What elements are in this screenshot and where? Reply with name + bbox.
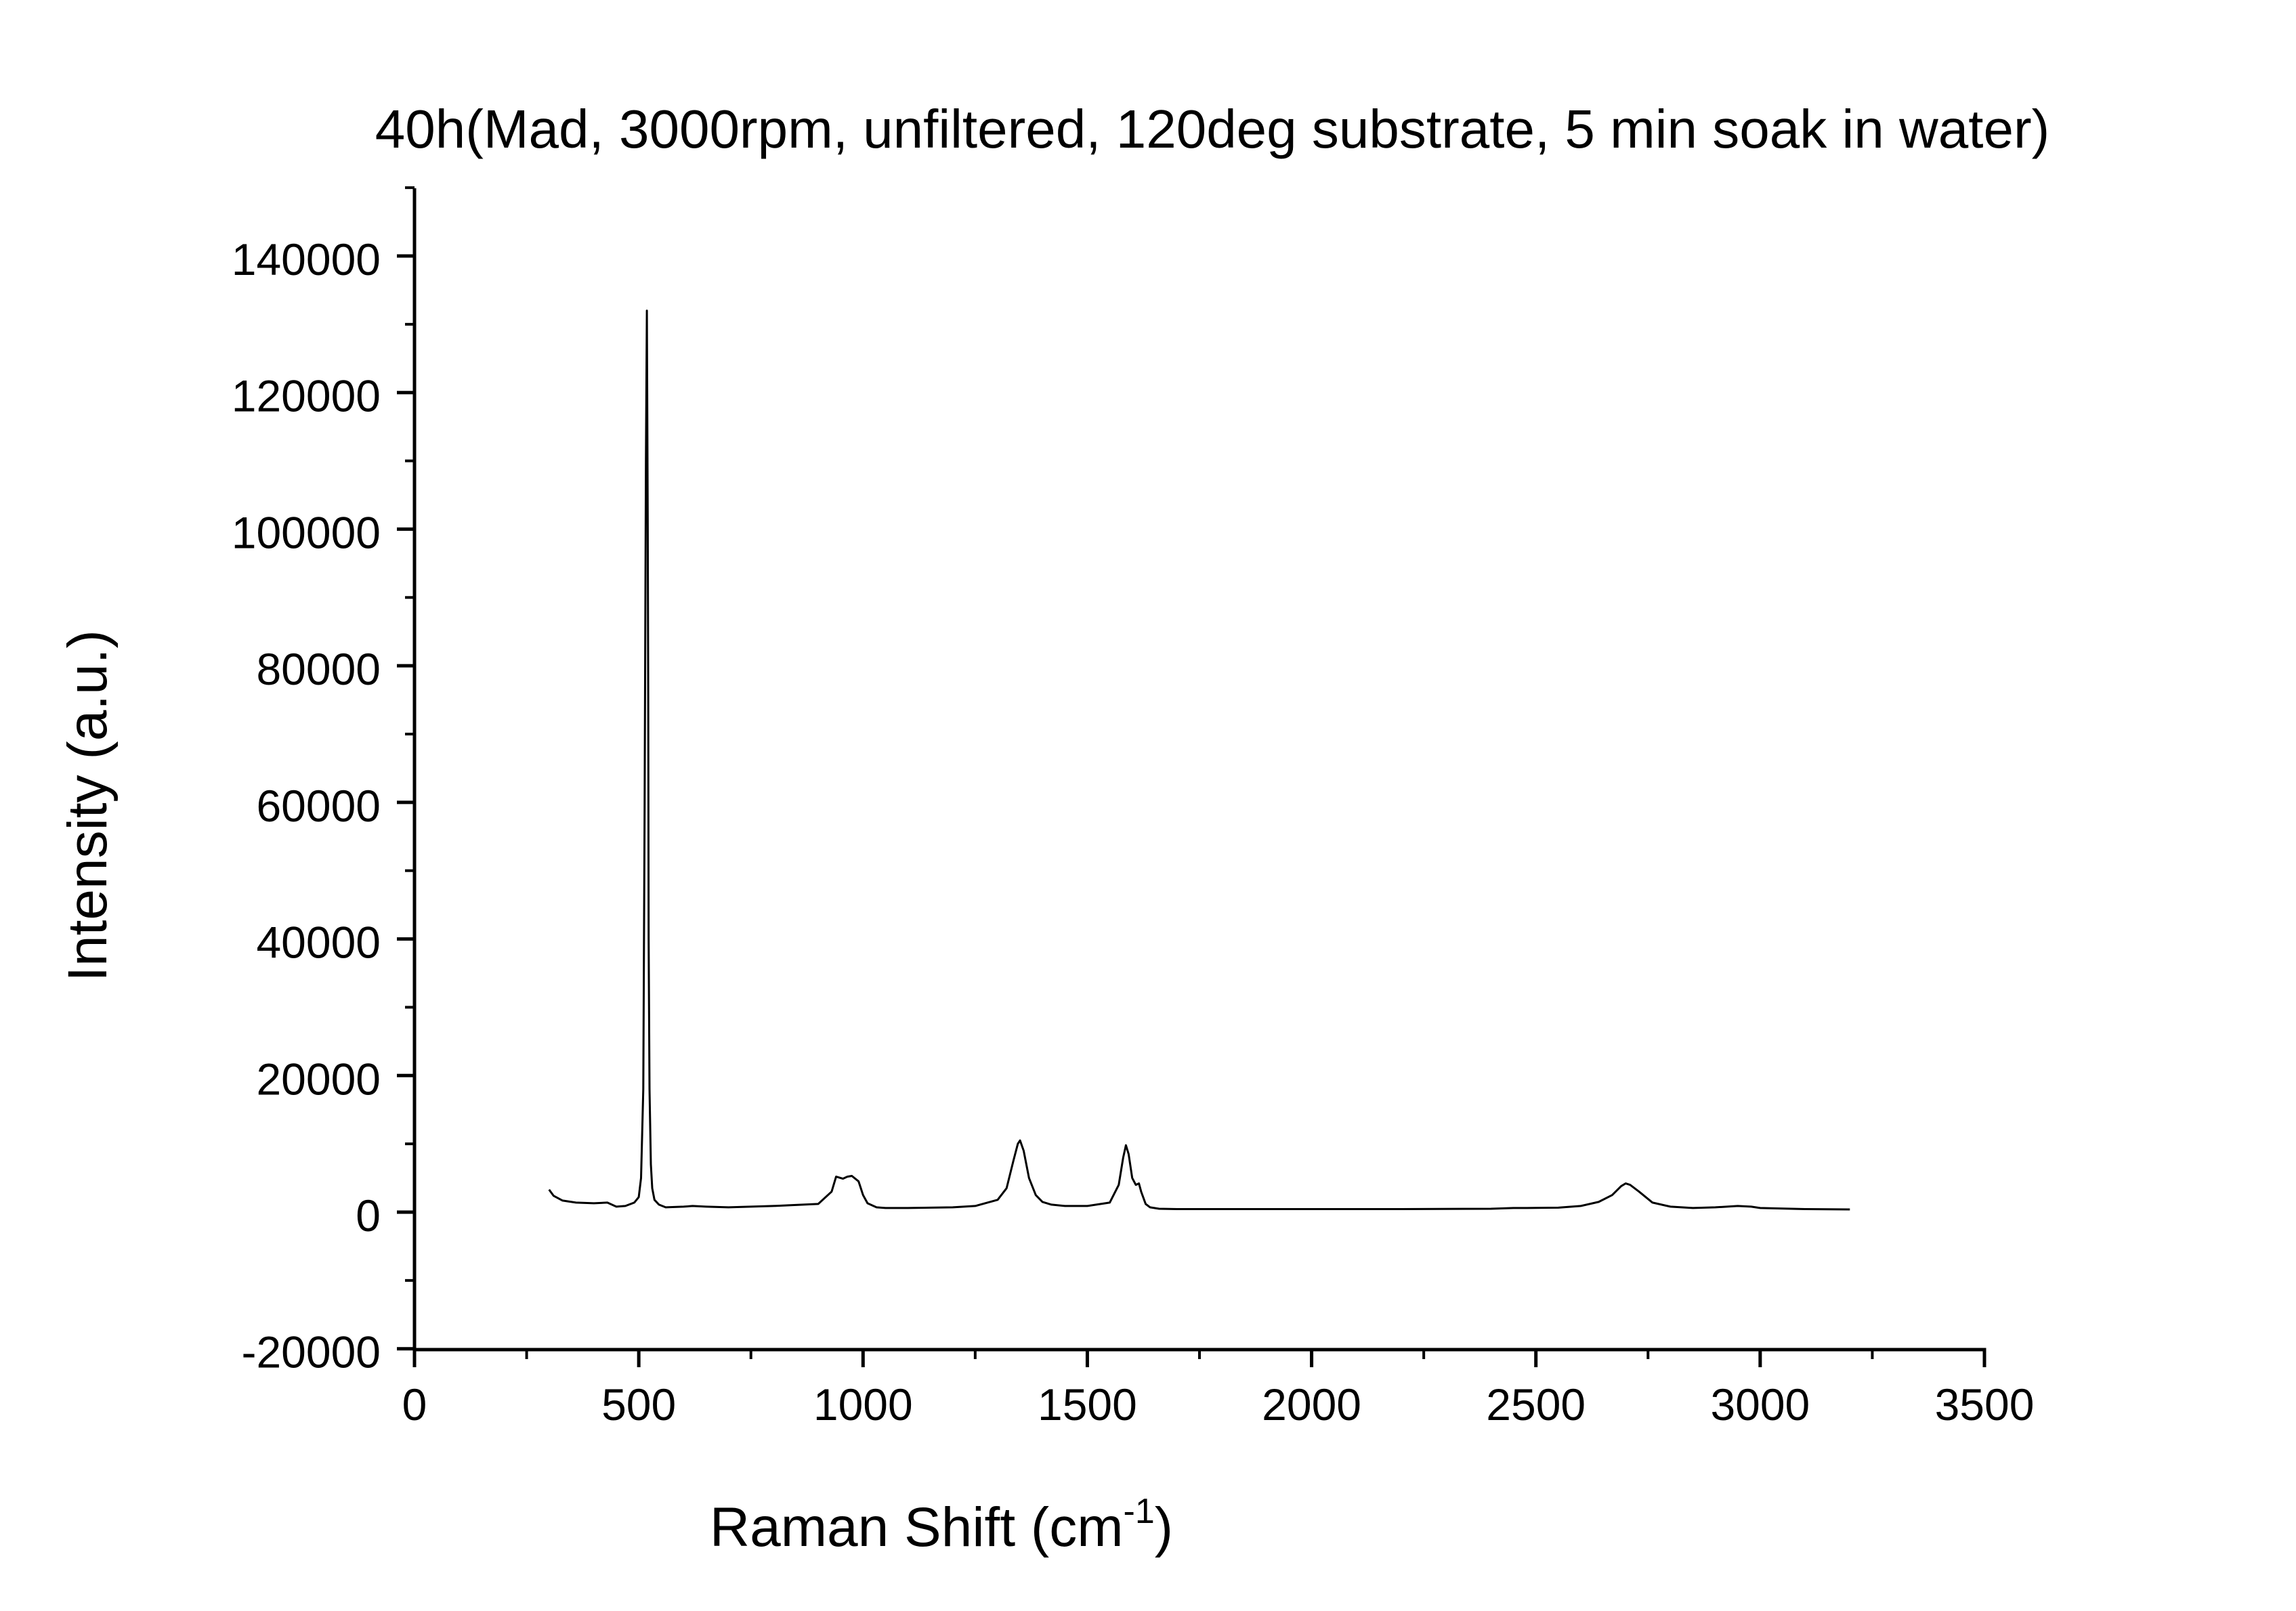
x-tick-label: 500 — [601, 1379, 676, 1430]
y-tick-label: 100000 — [232, 507, 381, 557]
x-axis-label-main: Raman Shift (cm — [710, 1497, 1124, 1558]
x-tick-label: 1000 — [813, 1379, 913, 1430]
x-axis-label-suffix: ) — [1155, 1497, 1173, 1558]
y-axis-ticks: -20000 0 20000 40000 60000 80000 100000 120000 1… — [232, 186, 414, 1377]
chart-title: 40h(Mad, 3000rpm, unfiltered, 120deg sub… — [375, 99, 2049, 159]
x-tick-label: 3000 — [1710, 1379, 1810, 1430]
x-tick-label: 2000 — [1262, 1379, 1361, 1430]
x-tick-label: 0 — [402, 1379, 427, 1430]
y-tick-label: 140000 — [232, 234, 381, 284]
spectrum-series-line — [548, 309, 1850, 1211]
y-axis-label: Intensity (a.u.) — [57, 630, 119, 982]
x-tick-label: 1500 — [1038, 1379, 1137, 1430]
y-tick-label: 0 — [356, 1190, 381, 1241]
y-tick-label: -20000 — [241, 1327, 381, 1377]
x-tick-label: 3500 — [1935, 1379, 2035, 1430]
x-axis-label: Raman Shift (cm-1) — [710, 1492, 1173, 1558]
x-tick-label: 2500 — [1486, 1379, 1586, 1430]
y-tick-label: 120000 — [232, 371, 381, 421]
x-axis-label-superscript: -1 — [1124, 1492, 1155, 1531]
y-tick-label: 60000 — [256, 781, 381, 831]
y-tick-label: 80000 — [256, 644, 381, 694]
x-axis-ticks: 0 500 1000 1500 2000 2500 3000 3500 — [402, 1350, 2035, 1430]
y-tick-label: 20000 — [256, 1054, 381, 1104]
y-tick-label: 40000 — [256, 918, 381, 968]
